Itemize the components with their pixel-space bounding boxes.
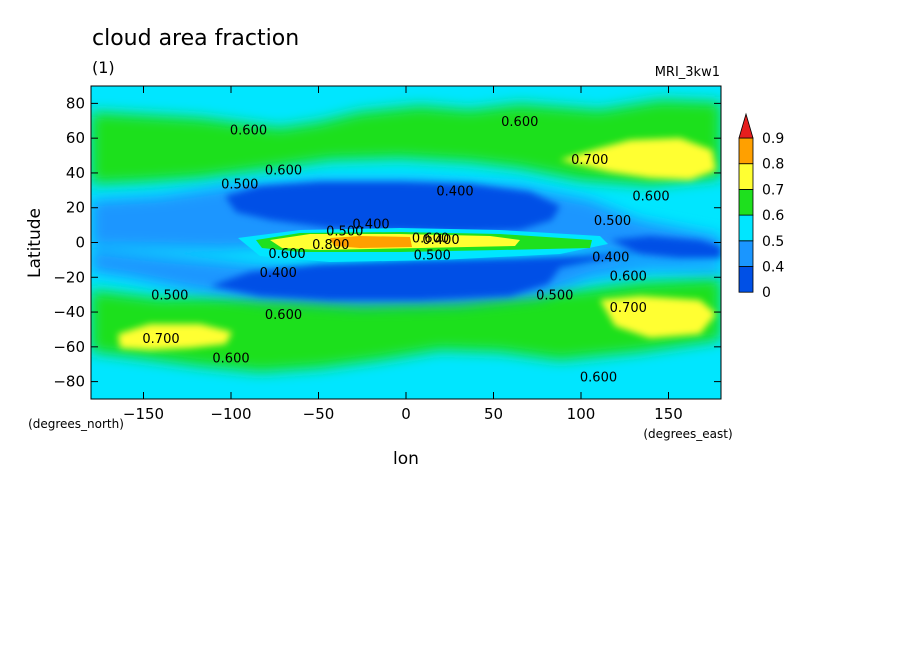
contour-label: 0.400	[422, 233, 459, 248]
model-label: MRI_3kw1	[655, 65, 720, 80]
y-tick-label: 40	[66, 164, 85, 182]
colorbar-segment	[738, 266, 754, 293]
contour-label: 0.600	[580, 370, 617, 385]
equatorial-strip	[238, 228, 608, 262]
colorbar-segment	[738, 137, 754, 165]
chart-subtitle: (1)	[92, 58, 115, 77]
colorbar-tick-label: 0.6	[762, 208, 784, 224]
y-tick-label: −20	[53, 268, 85, 286]
contour-label: 0.800	[312, 238, 349, 253]
contour-label: 0.600	[501, 115, 538, 130]
y-tick-label: 80	[66, 94, 85, 112]
green-belt-south	[91, 278, 721, 372]
y-tick-label: −40	[53, 303, 85, 321]
y-tick-label: 60	[66, 129, 85, 147]
x-tick-label: −100	[210, 405, 251, 423]
contour-label: 0.600	[265, 163, 302, 178]
contour-label: 0.600	[268, 247, 305, 262]
contour-label: 0.400	[260, 266, 297, 281]
contour-label: 0.600	[265, 308, 302, 323]
colorbar-tick-label: 0.8	[762, 157, 784, 173]
colorbar-tick-label: 0	[762, 285, 771, 301]
colorbar-segment	[738, 163, 754, 190]
x-tick-label: 0	[401, 405, 411, 423]
dark-blue-cores	[210, 182, 721, 300]
x-units-label: (degrees_east)	[643, 427, 732, 441]
contour-label: 0.600	[632, 190, 669, 205]
strip-orange	[330, 236, 412, 248]
contour-label: 0.600	[212, 351, 249, 366]
y-axis-label: Latitude	[25, 208, 45, 278]
contour-label: 0.500	[151, 289, 188, 304]
contour-label: 0.700	[571, 153, 608, 168]
contour-label: 0.500	[594, 214, 631, 229]
contour-label: 0.500	[414, 249, 451, 264]
contour-label: 0.500	[536, 289, 573, 304]
dark-blue-north	[225, 182, 560, 232]
x-axis-label: lon	[393, 449, 419, 469]
x-axis: −150 −100 −50 0 50 100 150	[123, 86, 683, 423]
x-tick-label: 100	[567, 405, 596, 423]
y-tick-label: 0	[75, 234, 85, 252]
contour-label: 0.600	[610, 270, 647, 285]
colorbar-extend-triangle	[738, 112, 754, 139]
x-tick-label: −50	[303, 405, 335, 423]
yellow-patch-sw	[118, 324, 232, 350]
y-tick-label: 20	[66, 199, 85, 217]
x-tick-label: 150	[654, 405, 683, 423]
y-tick-label: −60	[53, 338, 85, 356]
dark-blue-east	[610, 236, 721, 258]
colorbar-segment	[738, 188, 754, 216]
contour-label: 0.600	[412, 231, 449, 246]
contour-label: 0.400	[592, 250, 629, 265]
dark-blue-south	[210, 248, 660, 300]
yellow-patches	[118, 138, 716, 350]
colorbar-tick-label: 0.5	[762, 234, 784, 250]
colorbar-tick-label: 0.7	[762, 182, 784, 198]
colorbar-tick-label: 0.4	[762, 260, 784, 276]
contour-label: 0.700	[142, 332, 179, 347]
yellow-patch-se	[600, 296, 716, 338]
chart-title: cloud area fraction	[92, 26, 299, 51]
contour-label: 0.500	[221, 177, 258, 192]
colorbar-segment	[738, 240, 754, 267]
y-tick-label: −80	[53, 373, 85, 391]
y-units-label: (degrees_north)	[28, 417, 124, 431]
x-tick-label: −150	[123, 405, 164, 423]
green-belt-north	[91, 100, 721, 185]
contour-label: 0.700	[610, 301, 647, 316]
contour-label: 0.400	[436, 184, 473, 199]
colorbar-segment	[738, 214, 754, 242]
yellow-patch-ne	[560, 138, 716, 180]
x-tick-label: 50	[484, 405, 503, 423]
contour-label: 0.600	[230, 123, 267, 138]
y-axis: 80 60 40 20 0 −20 −40 −60 −80	[53, 94, 721, 391]
heatmap-field	[91, 86, 721, 399]
contour-label: 0.500	[326, 224, 363, 239]
colorbar: 0 0.4 0.5 0.6 0.7 0.8 0.9	[738, 112, 784, 301]
mid-latitude-belts	[91, 100, 721, 372]
contour-label: 0.400	[352, 217, 389, 232]
colorbar-tick-label: 0.9	[762, 131, 784, 147]
